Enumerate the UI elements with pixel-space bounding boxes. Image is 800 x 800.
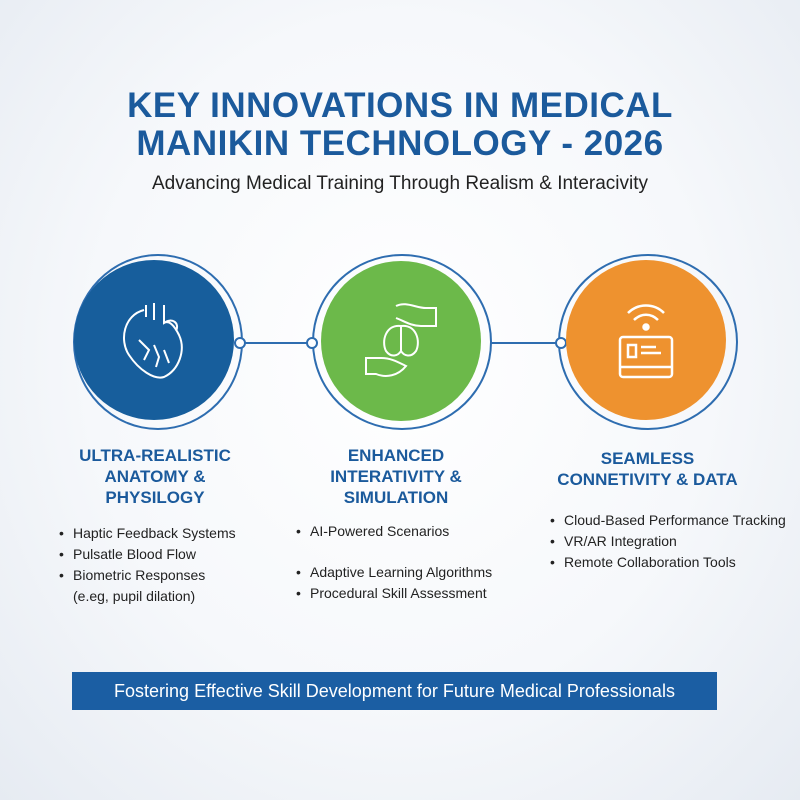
pillar-connectivity: SEAMLESS CONNETIVITY & DATA Cloud-Based … — [550, 448, 800, 573]
bullet-item: VR/AR Integration — [550, 531, 800, 552]
footer-banner: Fostering Effective Skill Development fo… — [72, 672, 717, 710]
subtitle: Advancing Medical Training Through Reali… — [152, 173, 648, 194]
bullet-item: Adaptive Learning Algorithms — [296, 562, 516, 583]
pillar-interactivity: ENHANCED INTERATIVITY & SIMULATION AI-Po… — [296, 445, 516, 604]
heading-line: PHYSILOGY — [105, 488, 205, 507]
heading-line: ANATOMY & — [104, 467, 206, 486]
bullet-item: Haptic Feedback Systems — [59, 523, 255, 544]
pillar-heading: ULTRA-REALISTIC ANATOMY & PHYSILOGY — [55, 445, 255, 508]
wifi-tablet-icon — [618, 304, 674, 379]
heading-line: CONNETIVITY & DATA — [557, 470, 738, 489]
bullet-item: Biometric Responses — [59, 565, 255, 586]
pillar-circle-connectivity — [566, 260, 726, 420]
pillar-circle-anatomy — [74, 260, 234, 420]
bullet-item: Cloud-Based Performance Tracking — [550, 510, 800, 531]
pillar-circle-interactivity — [321, 261, 481, 421]
pillar-anatomy: ULTRA-REALISTIC ANATOMY & PHYSILOGY Hapt… — [55, 445, 255, 607]
pillar-heading: ENHANCED INTERATIVITY & SIMULATION — [296, 445, 496, 508]
heading-line: ENHANCED — [347, 446, 445, 465]
connector-line — [242, 342, 312, 344]
title-line-1: KEY INNOVATIONS IN MEDICAL — [127, 86, 673, 125]
pillar-heading: SEAMLESS CONNETIVITY & DATA — [550, 448, 745, 490]
bullet-item: Pulsatle Blood Flow — [59, 544, 255, 565]
heart-icon — [123, 303, 183, 379]
connector-line — [490, 342, 558, 344]
connector-dot — [234, 337, 246, 349]
heading-line: ULTRA-REALISTIC — [79, 446, 231, 465]
title-line-2: MANIKIN TECHNOLOGY - 2026 — [136, 124, 664, 163]
connector-dot — [306, 337, 318, 349]
bullet-note: (e.eg, pupil dilation) — [73, 588, 196, 604]
heading-line: SIMULATION — [343, 488, 449, 507]
bullet-item: AI-Powered Scenarios — [296, 521, 516, 542]
heading-line: SEAMLESS — [600, 449, 695, 468]
heading-line: INTERATIVITY & — [330, 467, 462, 486]
bullet-item: Remote Collaboration Tools — [550, 552, 800, 573]
bullet-item: Procedural Skill Assessment — [296, 583, 516, 604]
brain-hands-icon — [365, 303, 437, 377]
